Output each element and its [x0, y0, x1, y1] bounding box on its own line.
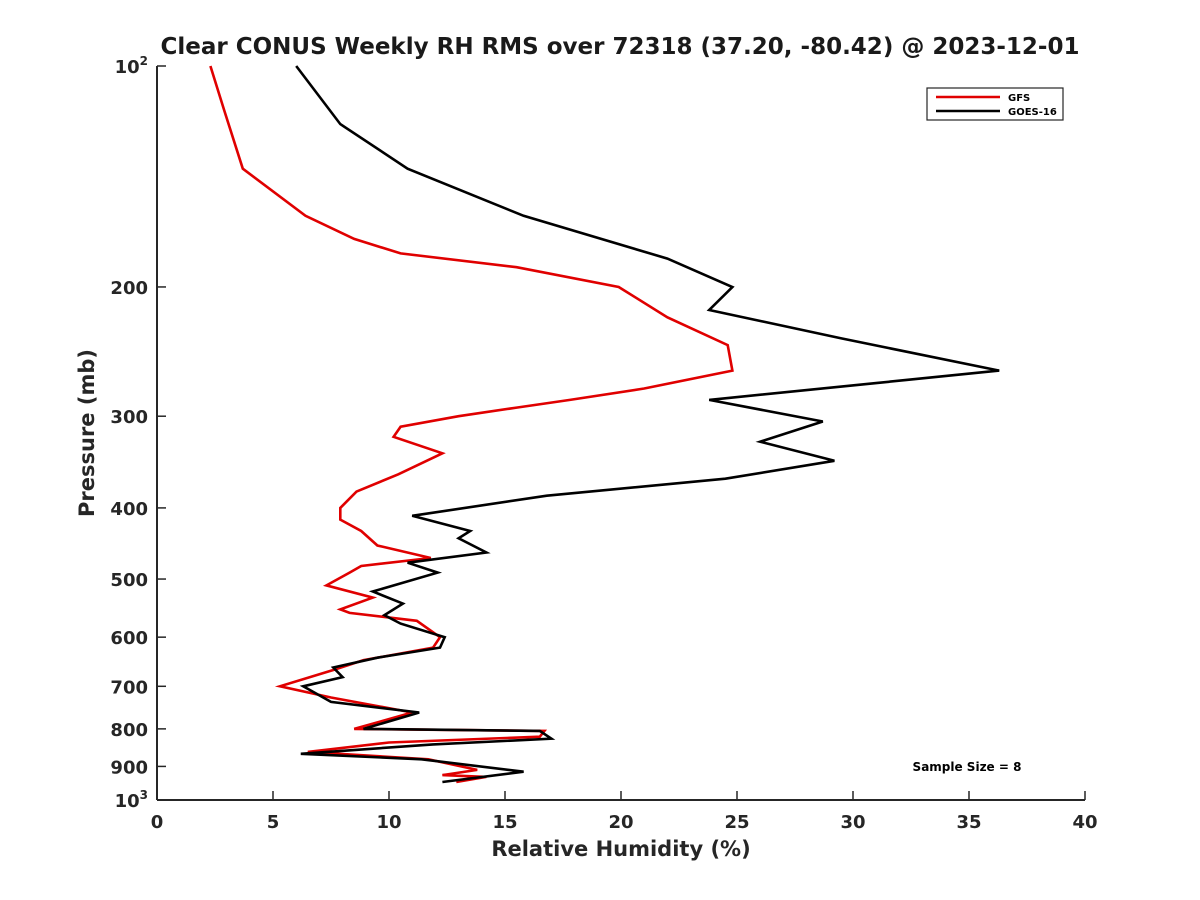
series-layer	[209, 65, 1000, 784]
x-tick-label: 10	[376, 812, 401, 833]
y-axis-label: Pressure (mb)	[75, 349, 99, 517]
legend-box	[926, 87, 1064, 121]
y-axis-ticks: 102 200 300 400 500 600 700 800 900 103	[110, 54, 166, 812]
y-tick-label: 900	[110, 757, 148, 778]
y-tick-label: 400	[110, 499, 148, 520]
chart-title: Clear CONUS Weekly RH RMS over 72318 (37…	[161, 34, 1080, 60]
y-tick-label: 200	[110, 278, 148, 299]
y-tick-label: 102	[115, 54, 148, 78]
x-tick-label: 0	[151, 812, 164, 833]
series-line-gfs	[209, 65, 734, 784]
x-tick-label: 40	[1072, 812, 1097, 833]
y-tick-label: 800	[110, 720, 148, 741]
x-axis-label: Relative Humidity (%)	[491, 837, 750, 861]
x-tick-label: 25	[724, 812, 749, 833]
x-axis-ticks: 0 5 10 15 20 25 30 35 40	[151, 791, 1098, 833]
y-tick-label: 300	[110, 407, 148, 428]
y-tick-label: 500	[110, 570, 148, 591]
legend: GFS GOES-16	[926, 87, 1064, 121]
x-tick-label: 5	[267, 812, 280, 833]
legend-label-goes16: GOES-16	[1008, 107, 1057, 118]
x-tick-label: 20	[608, 812, 633, 833]
x-tick-label: 35	[956, 812, 981, 833]
series-line-goes-16	[295, 65, 1000, 784]
legend-label-gfs: GFS	[1008, 93, 1030, 104]
y-tick-label: 600	[110, 628, 148, 649]
y-tick-label: 103	[115, 788, 148, 812]
sample-size-annotation: Sample Size = 8	[913, 760, 1022, 774]
x-tick-label: 30	[840, 812, 865, 833]
x-tick-label: 15	[492, 812, 517, 833]
y-tick-label: 700	[110, 677, 148, 698]
